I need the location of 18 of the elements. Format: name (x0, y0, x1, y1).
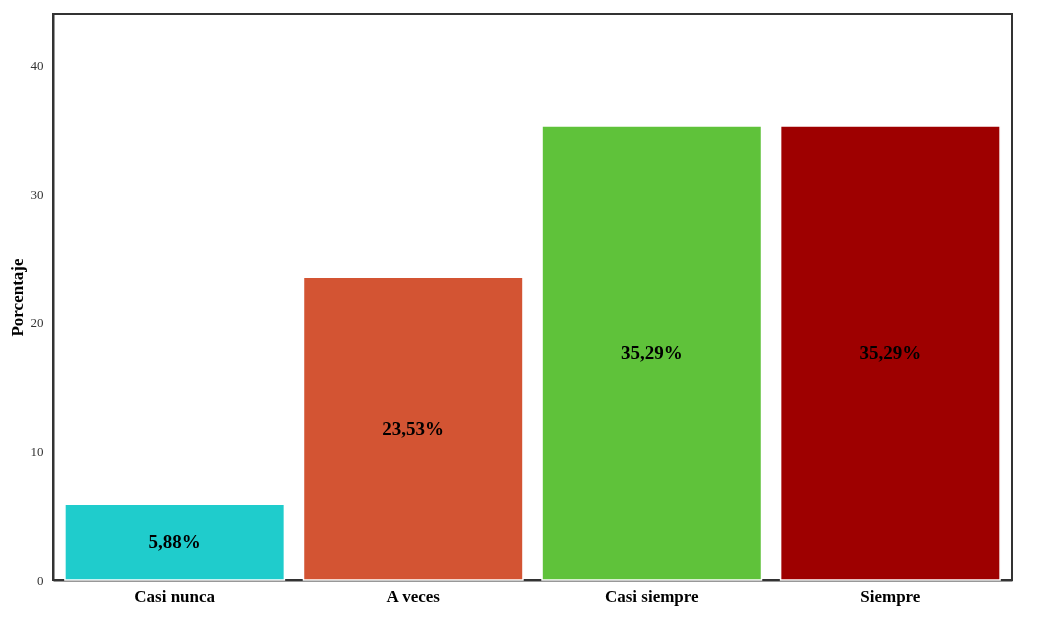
bar (779, 125, 1001, 581)
y-tick-label: 30 (30, 186, 44, 202)
y-tick-label: 10 (30, 443, 44, 459)
bar (302, 276, 524, 581)
x-tick-label: Casi siempre (604, 586, 700, 606)
y-tick-label: 20 (30, 315, 44, 331)
x-tick-label: A veces (386, 586, 441, 606)
data-label: 35,29% (859, 342, 922, 364)
y-tick-label: 40 (30, 57, 44, 73)
bar (541, 125, 763, 581)
data-label: 35,29% (620, 342, 683, 364)
x-tick-label: Siempre (860, 586, 921, 606)
y-axis-title: Porcentaje (7, 258, 27, 337)
y-tick-label: 0 (37, 572, 44, 588)
x-tick-label: Casi nunca (134, 586, 216, 606)
data-label: 23,53% (382, 417, 445, 439)
bar (64, 503, 286, 581)
data-label: 5,88% (148, 531, 201, 553)
